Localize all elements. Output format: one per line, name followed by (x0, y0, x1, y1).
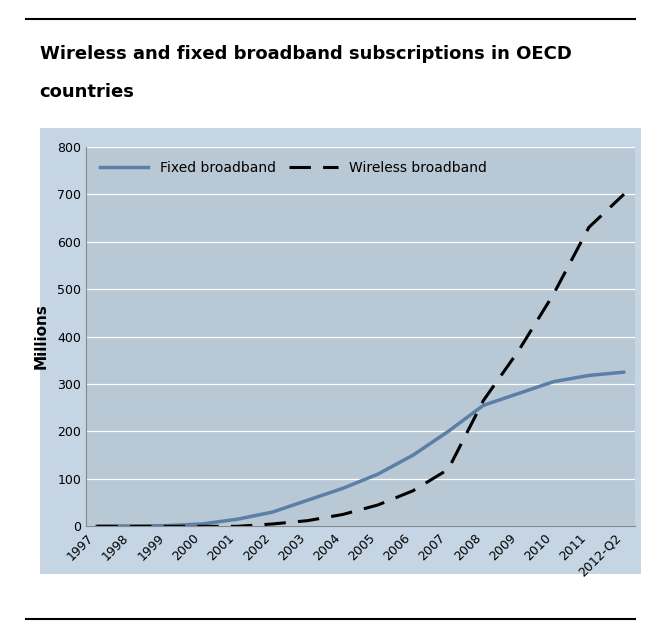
Y-axis label: Millions: Millions (34, 304, 49, 369)
Text: Wireless and fixed broadband subscriptions in OECD: Wireless and fixed broadband subscriptio… (40, 45, 572, 63)
Text: countries: countries (40, 83, 135, 101)
Legend: Fixed broadband, Wireless broadband: Fixed broadband, Wireless broadband (93, 154, 494, 182)
